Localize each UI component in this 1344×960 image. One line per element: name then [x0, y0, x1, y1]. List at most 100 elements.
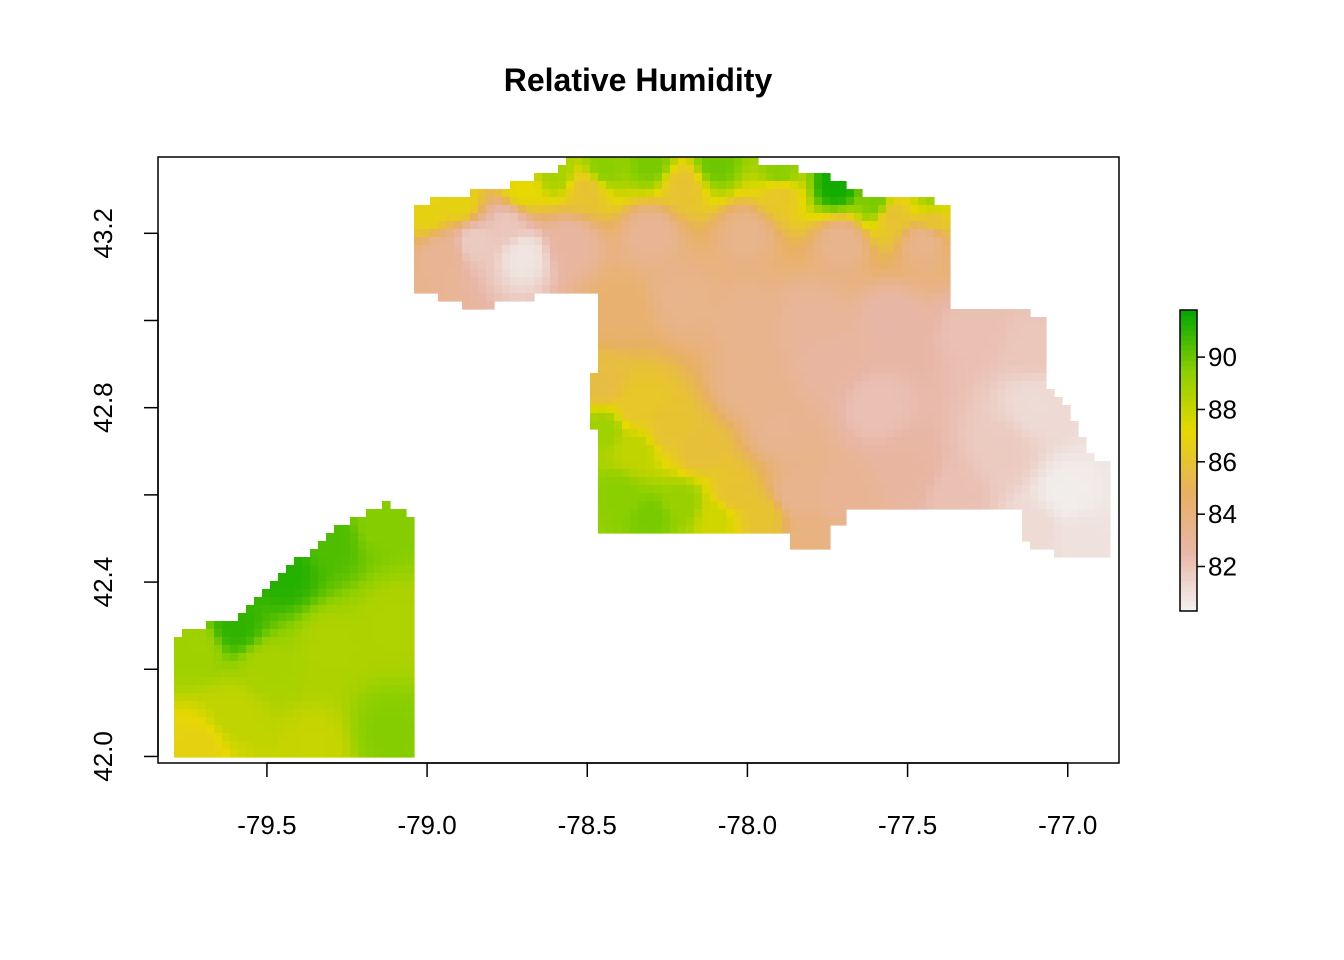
raster-cell	[1014, 501, 1023, 510]
raster-cell	[854, 493, 863, 502]
raster-cell	[182, 693, 191, 702]
raster-cell	[566, 245, 575, 254]
raster-cell	[582, 221, 591, 230]
raster-cell	[638, 485, 647, 494]
raster-cell	[462, 205, 471, 214]
raster-cell	[454, 237, 463, 246]
raster-cell	[934, 389, 943, 398]
raster-cell	[878, 485, 887, 494]
raster-cell	[846, 261, 855, 270]
raster-cell	[638, 525, 647, 534]
raster-cell	[854, 277, 863, 286]
raster-cell	[678, 261, 687, 270]
raster-cell	[286, 597, 295, 606]
raster-cell	[638, 517, 647, 526]
raster-cell	[334, 709, 343, 718]
raster-cell	[342, 717, 351, 726]
raster-cell	[294, 629, 303, 638]
legend-frame	[1179, 309, 1198, 612]
raster-cell	[534, 173, 543, 182]
raster-cell	[222, 661, 231, 670]
raster-cell	[582, 157, 591, 166]
raster-cell	[814, 245, 823, 254]
raster-cell	[814, 173, 823, 182]
raster-cell	[662, 301, 671, 310]
raster-cell	[654, 397, 663, 406]
raster-cell	[230, 725, 239, 734]
raster-cell	[1070, 525, 1079, 534]
raster-cell	[366, 573, 375, 582]
raster-cell	[654, 349, 663, 358]
raster-cell	[350, 709, 359, 718]
raster-cell	[446, 253, 455, 262]
raster-cell	[750, 189, 759, 198]
raster-cell	[614, 237, 623, 246]
raster-cell	[318, 717, 327, 726]
raster-cell	[822, 413, 831, 422]
raster-cell	[1014, 397, 1023, 406]
raster-cell	[1038, 533, 1047, 542]
raster-cell	[774, 253, 783, 262]
raster-cell	[342, 709, 351, 718]
raster-cell	[814, 333, 823, 342]
raster-cell	[910, 237, 919, 246]
raster-cell	[1070, 549, 1079, 558]
raster-cell	[614, 381, 623, 390]
raster-cell	[686, 469, 695, 478]
raster-cell	[694, 309, 703, 318]
raster-cell	[510, 197, 519, 206]
raster-cell	[262, 717, 271, 726]
raster-cell	[590, 221, 599, 230]
raster-cell	[1046, 453, 1055, 462]
raster-cell	[318, 621, 327, 630]
raster-cell	[782, 173, 791, 182]
raster-cell	[406, 549, 415, 558]
raster-cell	[382, 597, 391, 606]
raster-cell	[814, 373, 823, 382]
raster-cell	[398, 549, 407, 558]
raster-cell	[942, 381, 951, 390]
raster-cell	[262, 685, 271, 694]
raster-cell	[646, 333, 655, 342]
raster-cell	[806, 181, 815, 190]
raster-cell	[174, 741, 183, 750]
raster-cell	[182, 669, 191, 678]
raster-cell	[318, 653, 327, 662]
raster-cell	[566, 157, 575, 166]
raster-cell	[486, 293, 495, 302]
raster-cell	[966, 501, 975, 510]
raster-cell	[902, 309, 911, 318]
raster-cell	[278, 661, 287, 670]
raster-cell	[558, 269, 567, 278]
y-tick-label: 42.8	[88, 382, 118, 433]
raster-cell	[654, 405, 663, 414]
raster-cell	[822, 301, 831, 310]
raster-cell	[430, 277, 439, 286]
raster-cell	[950, 413, 959, 422]
raster-cell	[950, 341, 959, 350]
raster-cell	[870, 421, 879, 430]
raster-cell	[974, 309, 983, 318]
raster-cell	[438, 197, 447, 206]
raster-cell	[630, 373, 639, 382]
y-axis: 42.042.442.843.2	[88, 208, 159, 782]
raster-cell	[830, 269, 839, 278]
raster-cell	[1102, 469, 1111, 478]
raster-cell	[710, 253, 719, 262]
raster-cell	[726, 365, 735, 374]
raster-cell	[918, 501, 927, 510]
raster-cell	[702, 301, 711, 310]
raster-cell	[814, 277, 823, 286]
raster-cell	[270, 645, 279, 654]
raster-cell	[718, 317, 727, 326]
raster-cell	[358, 733, 367, 742]
raster-cell	[774, 333, 783, 342]
raster-cell	[910, 357, 919, 366]
raster-cell	[542, 253, 551, 262]
raster-cell	[1062, 469, 1071, 478]
raster-cell	[790, 365, 799, 374]
raster-cell	[830, 421, 839, 430]
raster-cell	[358, 741, 367, 750]
raster-cell	[374, 565, 383, 574]
raster-cell	[606, 173, 615, 182]
